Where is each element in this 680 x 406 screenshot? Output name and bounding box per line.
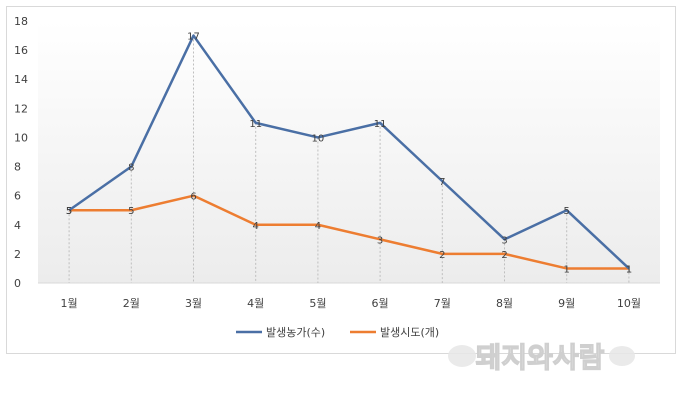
- y-tick-label: 14: [14, 73, 28, 86]
- x-tick-label: 8월: [496, 297, 513, 310]
- x-tick-label: 2월: [123, 297, 140, 310]
- x-tick-label: 4월: [247, 297, 264, 310]
- y-tick-label: 4: [14, 219, 21, 232]
- data-label: 3: [377, 235, 383, 246]
- legend-label: 발생시도(개): [380, 326, 439, 339]
- svg-text:돼지와사람: 돼지와사람: [476, 341, 605, 374]
- y-tick-label: 16: [14, 44, 28, 57]
- data-label: 11: [249, 119, 262, 130]
- y-tick-label: 12: [14, 102, 28, 115]
- y-tick-label: 18: [14, 15, 28, 28]
- x-tick-label: 1월: [61, 297, 78, 310]
- y-tick-label: 8: [14, 161, 21, 174]
- x-tick-label: 3월: [185, 297, 202, 310]
- data-label: 5: [564, 206, 570, 217]
- x-tick-label: 5월: [309, 297, 326, 310]
- data-label: 1: [626, 264, 632, 275]
- data-label: 3: [501, 235, 507, 246]
- series-line-2: [69, 194, 629, 270]
- data-label: 5: [66, 206, 72, 217]
- series-line-1: [68, 34, 630, 270]
- watermark-logo: 돼지와사람: [440, 338, 640, 386]
- legend-label: 발생농가(수): [266, 326, 325, 339]
- data-label: 8: [128, 163, 134, 174]
- y-tick-label: 10: [14, 131, 28, 144]
- y-tick-label: 2: [14, 248, 21, 261]
- data-label: 5: [128, 206, 134, 217]
- data-label: 7: [439, 177, 445, 188]
- data-label: 1: [564, 264, 570, 275]
- data-label: 2: [439, 250, 445, 261]
- y-tick-label: 0: [14, 277, 21, 290]
- x-tick-label: 9월: [558, 297, 575, 310]
- data-label: 10: [312, 133, 325, 144]
- x-tick-label: 10월: [617, 297, 641, 310]
- data-label: 1: [626, 264, 632, 275]
- data-label: 5: [66, 206, 72, 217]
- plot-area: [38, 21, 660, 283]
- data-label: 2: [501, 250, 507, 261]
- y-tick-label: 6: [14, 190, 21, 203]
- x-tick-label: 6월: [372, 297, 389, 310]
- data-label: 17: [187, 32, 200, 43]
- data-label: 4: [253, 221, 259, 232]
- data-label: 11: [374, 119, 387, 130]
- data-label: 6: [190, 192, 196, 203]
- data-label: 4: [315, 221, 321, 232]
- x-tick-label: 7월: [434, 297, 451, 310]
